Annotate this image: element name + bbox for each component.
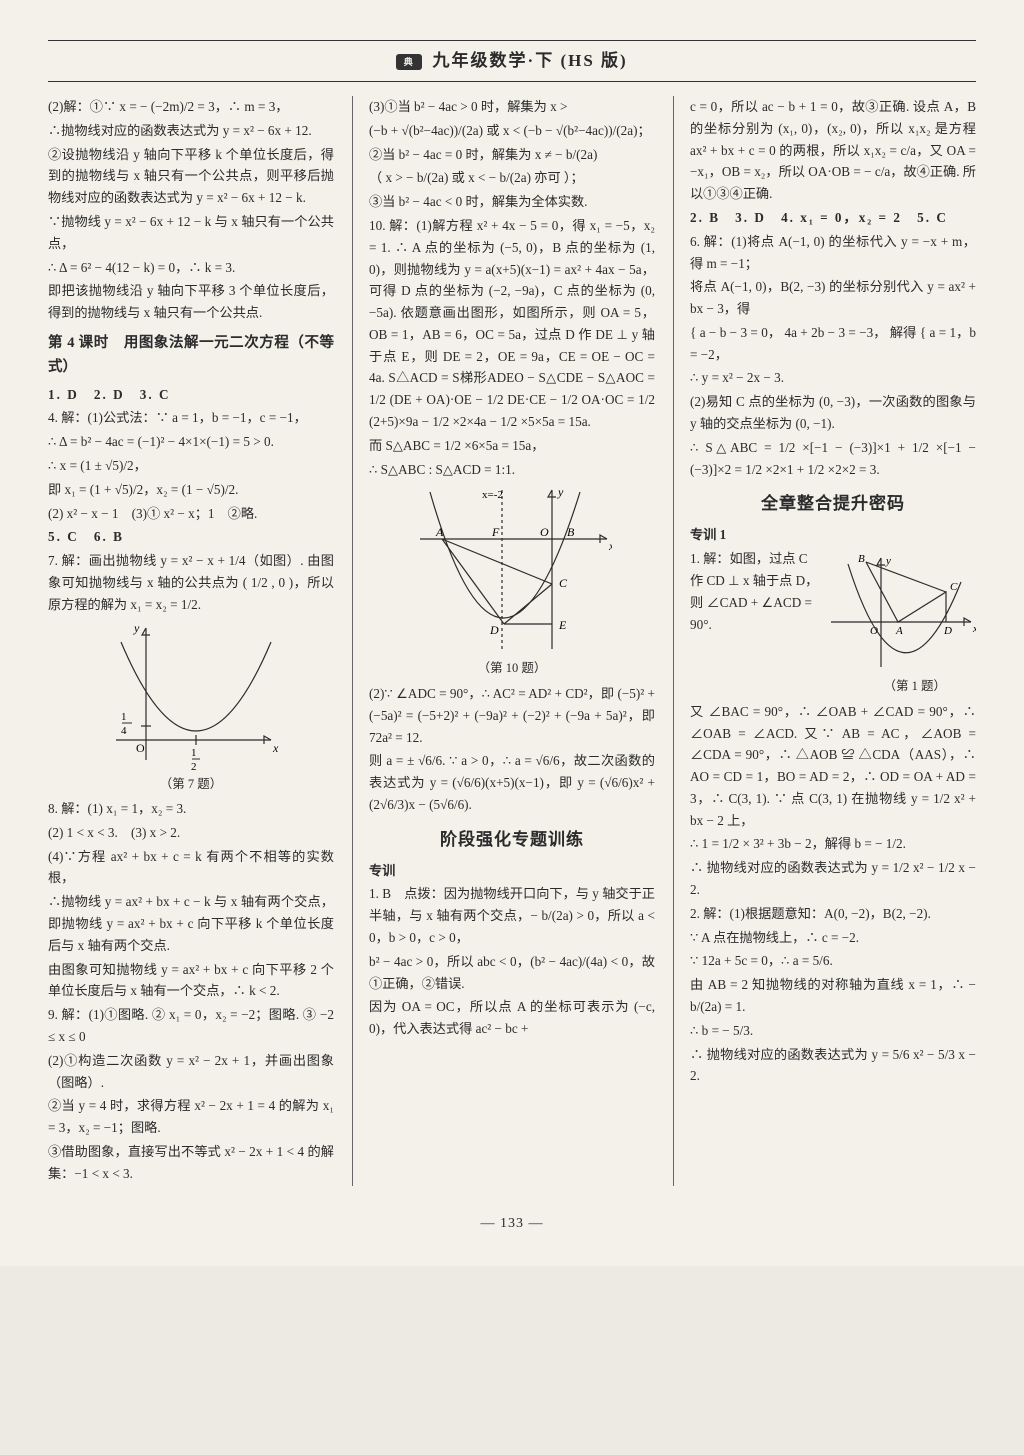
chapter-integration-title: 全章整合提升密码	[690, 490, 976, 518]
c3-ans2345: 2. B 3. D 4. x₁ = 0，x₂ = 2 5. C	[690, 207, 976, 229]
c1-q9-1: 9. 解：(1)①图略. ② x₁ = 0，x₂ = −2；图略. ③ −2 ≤…	[48, 1004, 334, 1048]
figure-7: x y O 1 4 1 2	[101, 620, 281, 770]
page-footer: — 133 —	[48, 1212, 976, 1235]
c2-q10-2: 而 S△ABC = 1/2 ×6×5a = 15a，	[369, 435, 655, 457]
svg-text:D: D	[943, 625, 952, 637]
svg-text:y: y	[885, 555, 891, 567]
svg-text:x=-2: x=-2	[482, 489, 503, 501]
column-2: (3)①当 b² − 4ac > 0 时，解集为 x > (−b + √(b²−…	[352, 96, 655, 1186]
column-3: c = 0，所以 ac − b + 1 = 0，故③正确. 设点 A，B 的坐标…	[673, 96, 976, 1186]
c2-p2b: （ x > − b/(2a) 或 x < − b/(2a) 亦可 ）；	[369, 167, 655, 189]
c1-q4-4: 即 x₁ = (1 + √5)/2，x₂ = (1 − √5)/2.	[48, 479, 334, 501]
header-title: 九年级数学·下 (HS 版)	[433, 51, 628, 70]
svg-text:A: A	[435, 525, 444, 539]
c1-p05: ∵抛物线 y = x² − 6x + 12 − k 与 x 轴只有一个公共点，	[48, 211, 334, 255]
c2-q10-3: ∴ S△ABC : S△ACD = 1:1.	[369, 459, 655, 481]
c3-q1-4: ∴ 抛物线对应的函数表达式为 y = 1/2 x² − 1/2 x − 2.	[690, 857, 976, 901]
c1-q4-3: ∴ x = (1 ± √5)/2，	[48, 455, 334, 477]
c3-q6-6: ∴ S△ABC = 1/2 ×[−1 − (−3)]×1 + 1/2 ×[−1 …	[690, 437, 976, 481]
svg-text:A: A	[895, 625, 903, 637]
c2-p3: ③当 b² − 4ac < 0 时，解集为全体实数.	[369, 191, 655, 213]
c2-p1b: (−b + √(b²−4ac))/(2a) 或 x < (−b − √(b²−4…	[369, 120, 655, 142]
c3-q2-5: ∴ b = − 5/3.	[690, 1020, 976, 1042]
c3-q1-2: 又 ∠BAC = 90°，∴ ∠OAB + ∠CAD = 90°，∴ ∠OAB …	[690, 701, 976, 832]
c2-q10-4: (2)∵ ∠ADC = 90°，∴ AC² = AD² + CD²，即 (−5)…	[369, 683, 655, 748]
figure-10: x y x=-2 A O B C D E F	[412, 484, 612, 654]
c1-p07: 即把该抛物线沿 y 轴向下平移 3 个单位长度后，得到的抛物线与 x 轴只有一个…	[48, 280, 334, 324]
column-container: (2)解：①∵ x = − (−2m)/2 = 3，∴ m = 3， ∴抛物线对…	[48, 96, 976, 1186]
c2-zx1-3: 因为 OA = OC，所以点 A 的坐标可表示为 (−c, 0)，代入表达式得 …	[369, 996, 655, 1040]
c1-q9-4: ③借助图象，直接写出不等式 x² − 2x + 1 < 4 的解集：−1 < x…	[48, 1141, 334, 1185]
c2-p2: ②当 b² − 4ac = 0 时，解集为 x ≠ − b/(2a)	[369, 144, 655, 166]
svg-text:E: E	[558, 618, 567, 632]
c1-q8-1: 8. 解：(1) x₁ = 1，x₂ = 3.	[48, 798, 334, 820]
figure-1-caption: （第 1 题）	[690, 676, 976, 697]
c2-q10-5: 则 a = ± √6/6. ∵ a > 0，∴ a = √6/6，故二次函数的表…	[369, 750, 655, 815]
zhuanxun1-label: 专训 1	[690, 524, 976, 546]
svg-text:C: C	[559, 576, 568, 590]
q1-row: 1. 解：如图，过点 C 作 CD ⊥ x 轴于点 D，则 ∠CAD + ∠AC…	[690, 548, 976, 676]
stage-training-title: 阶段强化专题训练	[369, 826, 655, 854]
c2-zx1-1: 1. B 点拨：因为抛物线开口向下，与 y 轴交于正半轴，与 x 轴有两个交点，…	[369, 883, 655, 948]
figure-7-caption: （第 7 题）	[48, 774, 334, 795]
svg-text:O: O	[540, 525, 549, 539]
c1-q9-3: ②当 y = 4 时，求得方程 x² − 2x + 1 = 4 的解为 x₁ =…	[48, 1095, 334, 1139]
c3-q1-3: ∴ 1 = 1/2 × 3² + 3b − 2，解得 b = − 1/2.	[690, 833, 976, 855]
svg-text:x: x	[608, 539, 612, 553]
c3-q2-4: 由 AB = 2 知抛物线的对称轴为直线 x = 1，∴ − b/(2a) = …	[690, 974, 976, 1018]
c3-q2-6: ∴ 抛物线对应的函数表达式为 y = 5/6 x² − 5/3 x − 2.	[690, 1044, 976, 1088]
c1-q8-4: ∴抛物线 y = ax² + bx + c − k 与 x 轴有两个交点，即抛物…	[48, 891, 334, 956]
c1-p02: (2)解：①∵ x = − (−2m)/2 = 3，∴ m = 3，	[48, 96, 334, 118]
c2-q10-1: 10. 解：(1)解方程 x² + 4x − 5 = 0，得 x₁ = −5，x…	[369, 215, 655, 433]
c3-q1-1: 1. 解：如图，过点 C 作 CD ⊥ x 轴于点 D，则 ∠CAD + ∠AC…	[690, 548, 820, 676]
svg-text:F: F	[491, 525, 500, 539]
svg-text:O: O	[870, 625, 878, 637]
figure-1: x y O A D B C	[826, 552, 976, 672]
svg-text:x: x	[972, 623, 976, 635]
c1-p04: ②设抛物线沿 y 轴向下平移 k 个单位长度后，得到的抛物线与 x 轴只有一个公…	[48, 144, 334, 209]
c3-q2-3: ∵ 12a + 5c = 0，∴ a = 5/6.	[690, 950, 976, 972]
c3-q6-2: 将点 A(−1, 0)，B(2, −3) 的坐标分别代入 y = ax² + b…	[690, 276, 976, 320]
c3-q6-3: { a − b − 3 = 0， 4a + 2b − 3 = −3， 解得 { …	[690, 322, 976, 366]
svg-text:C: C	[950, 581, 958, 593]
svg-text:B: B	[858, 553, 865, 565]
c3-q2-2: ∵ A 点在抛物线上，∴ c = −2.	[690, 927, 976, 949]
c1-p03: ∴抛物线对应的函数表达式为 y = x² − 6x + 12.	[48, 120, 334, 142]
svg-text:B: B	[567, 525, 575, 539]
figure-10-caption: （第 10 题）	[369, 658, 655, 679]
logo-badge: 典	[396, 54, 422, 70]
c2-zx1-2: b² − 4ac > 0，所以 abc < 0，(b² − 4ac)/(4a) …	[369, 951, 655, 995]
c1-p06: ∴ Δ = 6² − 4(12 − k) = 0，∴ k = 3.	[48, 257, 334, 279]
page: 典 九年级数学·下 (HS 版) (2)解：①∵ x = − (−2m)/2 =…	[0, 0, 1024, 1266]
svg-text:4: 4	[121, 725, 127, 737]
svg-text:D: D	[489, 623, 499, 637]
c1-q8-5: 由图象可知抛物线 y = ax² + bx + c 向下平移 2 个单位长度后与…	[48, 959, 334, 1003]
c1-q7-1: 7. 解：画出抛物线 y = x² − x + 1/4（如图）. 由图象可知抛物…	[48, 550, 334, 615]
svg-text:y: y	[557, 485, 564, 499]
c3-q6-4: ∴ y = x² − 2x − 3.	[690, 367, 976, 389]
c1-q4-1: 4. 解：(1)公式法：∵ a = 1，b = −1，c = −1，	[48, 407, 334, 429]
c3-q6-1: 6. 解：(1)将点 A(−1, 0) 的坐标代入 y = −x + m，得 m…	[690, 231, 976, 275]
c1-q9-2: (2)①构造二次函数 y = x² − 2x + 1，并画出图象（图略）.	[48, 1050, 334, 1094]
column-1: (2)解：①∵ x = − (−2m)/2 = 3，∴ m = 3， ∴抛物线对…	[48, 96, 334, 1186]
svg-text:x: x	[272, 741, 279, 755]
zhuanxun-label: 专训	[369, 860, 655, 882]
c1-ans56: 5. C 6. B	[48, 526, 334, 548]
c1-q4-5: (2) x² − x − 1 (3)① x² − x；1 ②略.	[48, 503, 334, 525]
svg-text:O: O	[136, 741, 145, 755]
svg-text:1: 1	[121, 711, 127, 723]
c1-q8-2: (2) 1 < x < 3. (3) x > 2.	[48, 822, 334, 844]
c3-q6-5: (2)易知 C 点的坐标为 (0, −3)，一次函数的图象与 y 轴的交点坐标为…	[690, 391, 976, 435]
svg-text:2: 2	[191, 761, 197, 770]
c1-q8-3: (4)∵方程 ax² + bx + c = k 有两个不相等的实数根，	[48, 846, 334, 890]
c1-ans1: 1. D 2. D 3. C	[48, 384, 334, 406]
section4-title: 第 4 课时 用图象法解一元二次方程（不等式）	[48, 332, 334, 380]
c3-q2-1: 2. 解：(1)根据题意知：A(0, −2)，B(2, −2).	[690, 903, 976, 925]
c3-p1: c = 0，所以 ac − b + 1 = 0，故③正确. 设点 A，B 的坐标…	[690, 96, 976, 205]
svg-text:1: 1	[191, 747, 197, 759]
page-header: 典 九年级数学·下 (HS 版)	[48, 40, 976, 82]
svg-text:y: y	[133, 621, 140, 635]
c1-q4-2: ∴ Δ = b² − 4ac = (−1)² − 4×1×(−1) = 5 > …	[48, 431, 334, 453]
c2-p1: (3)①当 b² − 4ac > 0 时，解集为 x >	[369, 96, 655, 118]
